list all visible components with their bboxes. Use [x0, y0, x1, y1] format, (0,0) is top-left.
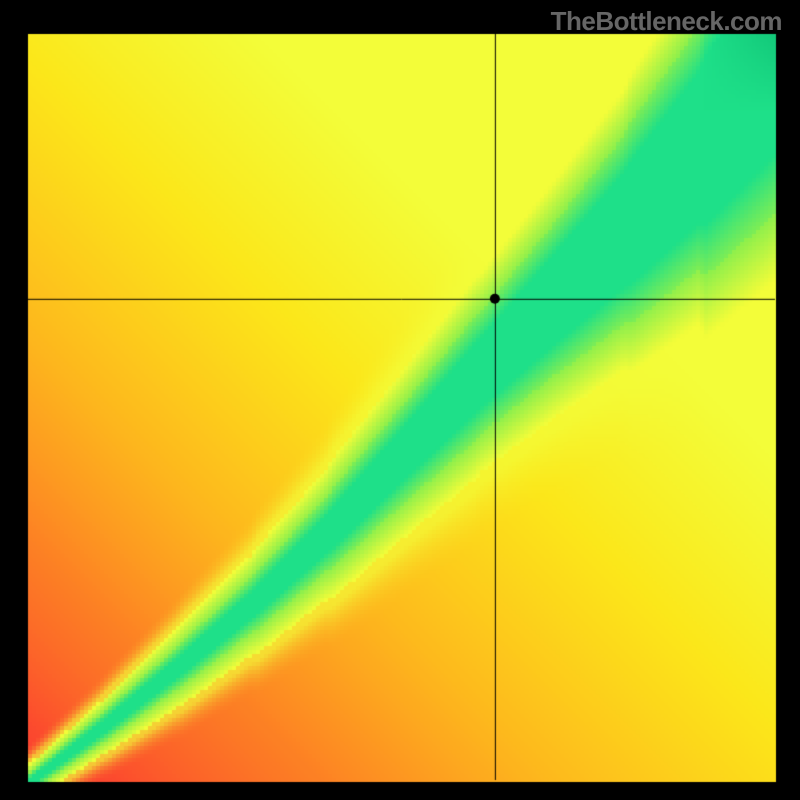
bottleneck-heatmap — [0, 0, 800, 800]
chart-container: TheBottleneck.com — [0, 0, 800, 800]
watermark-text: TheBottleneck.com — [551, 6, 782, 37]
